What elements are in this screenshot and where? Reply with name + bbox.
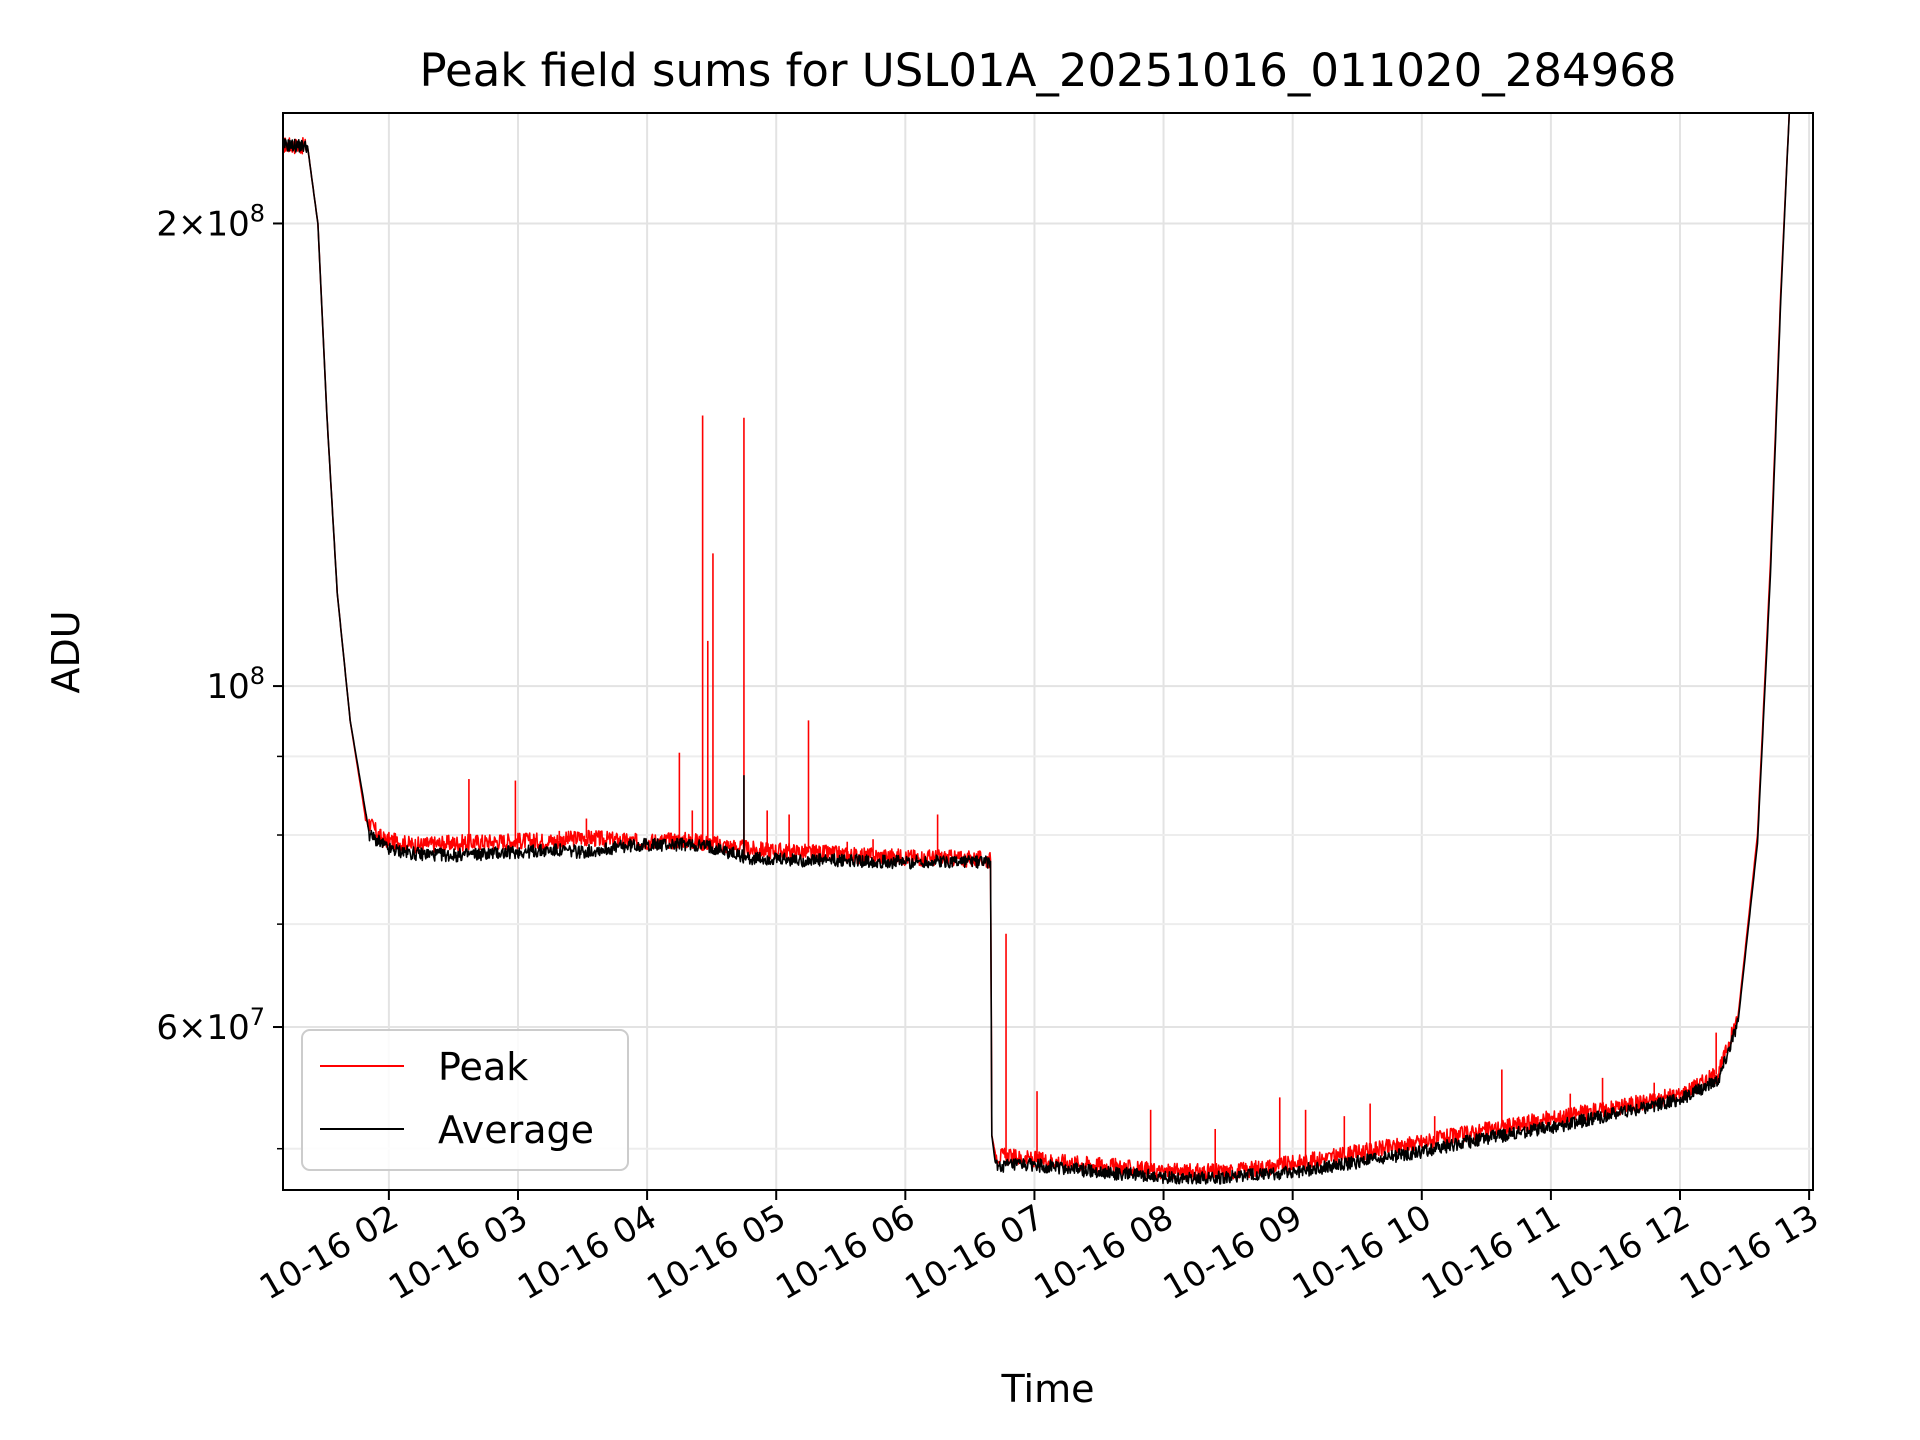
y-axis-label: ADU [44,610,88,693]
plot-background [283,113,1813,1190]
x-axis-label: Time [1001,1367,1095,1411]
legend-average-label: Average [438,1108,594,1152]
series-average-line [283,113,1791,1185]
chart-title: Peak field sums for USL01A_20251016_0110… [419,44,1676,97]
legend: Peak Average [301,1029,629,1171]
y-tick-label: 6×107 [156,1003,265,1048]
y-tick-label: 2×108 [156,199,265,244]
legend-peak-label: Peak [438,1045,528,1089]
series-layer [283,113,1791,1185]
grid-lines [283,113,1813,1190]
y-axis: 6×107 108 2×108 [156,199,283,1150]
plot-frame [282,112,1814,1191]
y-tick-label: 108 [206,662,265,707]
